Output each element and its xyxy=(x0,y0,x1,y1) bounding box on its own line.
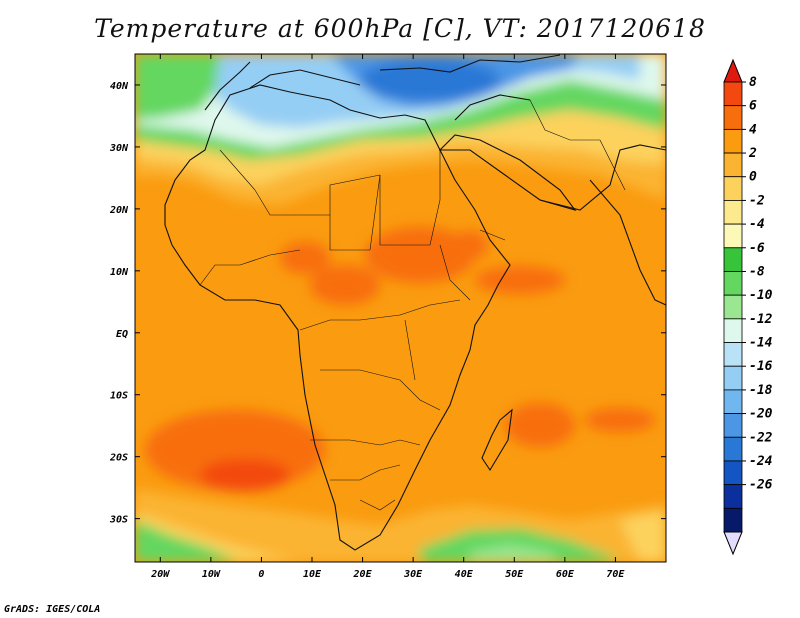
colorbar-swatch xyxy=(723,318,743,343)
colorbar: 8 6 4 2 0 -2 -4 -6 -8 -10 -12 -14 -16 -18 -20 -22 -24 -26 xyxy=(723,58,773,556)
colorbar-label: -18 xyxy=(749,383,773,398)
lon-tick-label: 50E xyxy=(505,569,524,580)
colorbar-label: -16 xyxy=(749,359,773,374)
lon-tick-label: 0 xyxy=(258,569,264,580)
colorbar-label: -12 xyxy=(749,312,773,327)
colorbar-label: 0 xyxy=(749,170,757,185)
colorbar-swatch xyxy=(723,271,743,296)
axis-ticks xyxy=(135,54,666,562)
temperature-field xyxy=(135,54,666,562)
colorbar-swatch xyxy=(723,176,743,201)
lat-tick-label: EQ xyxy=(116,329,128,340)
colorbar-swatch xyxy=(723,436,743,462)
colorbar-label: 2 xyxy=(748,146,757,161)
colorbar-swatch xyxy=(723,105,743,130)
lon-tick-label: 10E xyxy=(303,569,322,580)
lat-tick-label: 20N xyxy=(109,205,129,216)
lat-tick-label: 20S xyxy=(109,453,128,464)
colorbar-swatch xyxy=(723,507,743,533)
colorbar-label: -2 xyxy=(749,193,765,208)
colorbar-bottom-arrow xyxy=(723,531,743,556)
colorbar-swatch xyxy=(723,342,743,367)
lon-tick-label: 20E xyxy=(353,569,373,580)
colorbar-label: -22 xyxy=(749,430,773,445)
credit-label: GrADS: IGES/COLA xyxy=(4,604,101,615)
colorbar-label: -10 xyxy=(749,288,773,303)
country-borders xyxy=(199,99,626,511)
colorbar-label: -8 xyxy=(749,264,765,279)
lat-tick-label: 30S xyxy=(109,515,128,526)
colorbar-label: -14 xyxy=(749,336,773,351)
lat-tick-label: 10N xyxy=(110,267,129,278)
colorbar-label: 4 xyxy=(749,122,757,137)
colorbar-label: -24 xyxy=(749,454,773,469)
lon-tick-label: 70E xyxy=(606,569,625,580)
colorbar-swatch xyxy=(723,294,743,320)
colorbar-label: -20 xyxy=(749,407,773,422)
colorbar-label: -6 xyxy=(749,241,765,256)
colorbar-swatch xyxy=(723,365,743,391)
colorbar-swatch xyxy=(723,389,743,414)
chart-title: Temperature at 600hPa [C], VT: 201712061… xyxy=(94,14,706,43)
colorbar-swatch xyxy=(723,200,743,225)
colorbar-label: -4 xyxy=(749,217,765,232)
lat-tick-label: 10S xyxy=(110,391,128,402)
coastlines xyxy=(164,54,666,551)
colorbar-top-arrow xyxy=(723,58,743,83)
lat-tick-label: 30N xyxy=(109,143,129,154)
colorbar-swatch xyxy=(723,484,743,509)
map-frame xyxy=(134,53,667,563)
colorbar-label: -26 xyxy=(749,478,773,493)
colorbar-swatch xyxy=(723,81,743,107)
colorbar-swatch xyxy=(723,247,743,272)
lon-tick-label: 30E xyxy=(403,569,423,580)
colorbar-swatch xyxy=(723,460,743,486)
axis-tick-labels: 20W 10W 0 10E 20E 30E 40E 50E 60E 70E 40N 30N 20N 10N… xyxy=(109,81,626,580)
lat-tick-label: 40N xyxy=(110,81,129,92)
colorbar-swatch xyxy=(723,128,743,154)
lon-tick-label: 10W xyxy=(202,569,221,580)
lon-tick-label: 20W xyxy=(150,569,170,580)
lon-tick-label: 60E xyxy=(556,569,575,580)
colorbar-label: 6 xyxy=(749,99,757,114)
colorbar-swatch xyxy=(723,223,743,249)
colorbar-label: 8 xyxy=(749,75,757,90)
colorbar-swatch xyxy=(723,152,743,178)
lon-tick-label: 40E xyxy=(455,569,474,580)
colorbar-swatch xyxy=(723,413,743,438)
